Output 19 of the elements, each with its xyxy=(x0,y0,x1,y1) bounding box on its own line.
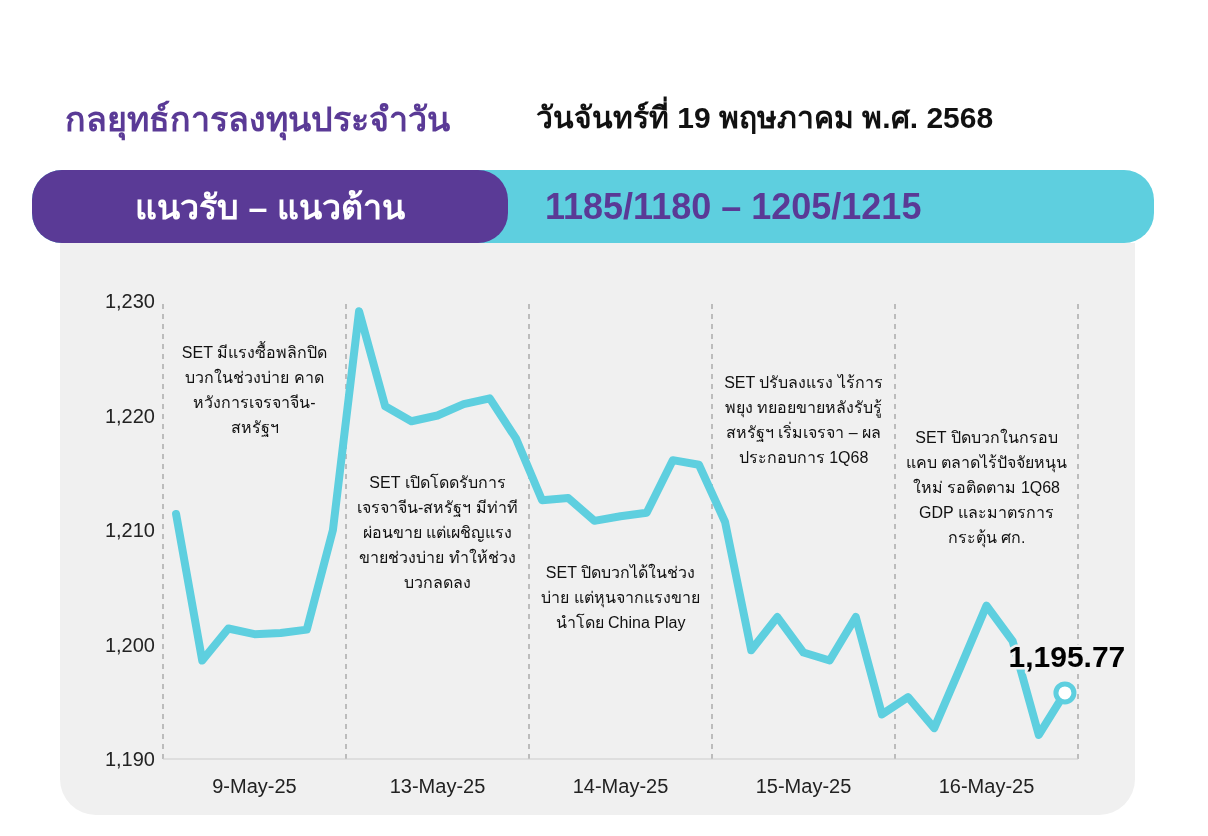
annotation: SET มีแรงซื้อพลิกปิดบวกในช่วงบ่าย คาดหวังการเจรจาจีน-สหรัฐฯ xyxy=(180,340,329,439)
x-tick-label: 9-May-25 xyxy=(212,775,297,798)
x-tick-label: 14-May-25 xyxy=(572,775,669,798)
y-tick-label: 1,210 xyxy=(104,519,155,542)
x-tick-label: 13-May-25 xyxy=(389,775,486,798)
y-tick-label: 1,230 xyxy=(104,290,155,313)
y-tick-label: 1,190 xyxy=(104,748,155,771)
annotation: SET ปิดบวกได้ในช่วงบ่าย แต่หุนจากแรงขายนำโดย China Play xyxy=(540,562,701,633)
x-tick-label: 15-May-25 xyxy=(755,775,852,798)
annotation: SET เปิดโดดรับการเจรจาจีน-สหรัฐฯ มีท่าทีผ่อนขาย แต่เผชิญแรงขายช่วงบ่าย ทำให้ช่วงบวกลดลง xyxy=(356,472,519,593)
text: แนวรับ – แนวต้าน xyxy=(32,170,508,243)
y-tick-label: 1,220 xyxy=(104,404,155,427)
annotation: SET ปรับลงแรง ไร้การพยุง ทยอยขายหลังรับรู้สหรัฐฯ เริ่มเจรจา – ผลประกอบการ 1Q68 xyxy=(723,373,884,468)
annotation: SET ปิดบวกในกรอบแคบ ตลาดไร้ปัจจัยหนุนใหม่ รอติดตาม 1Q68 GDP และมาตรการกระตุ้น ศก. xyxy=(905,427,1068,550)
chart-title: กลยุทธ์การลงทุนประจำวัน xyxy=(65,99,450,143)
chart-subtitle: วันจันทร์ที่ 19 พฤษภาคม พ.ศ. 2568 xyxy=(536,95,994,136)
text: 1185/1180 – 1205/1215 xyxy=(545,186,922,228)
x-tick-label: 16-May-25 xyxy=(938,775,1035,798)
y-tick-label: 1,200 xyxy=(104,633,155,656)
